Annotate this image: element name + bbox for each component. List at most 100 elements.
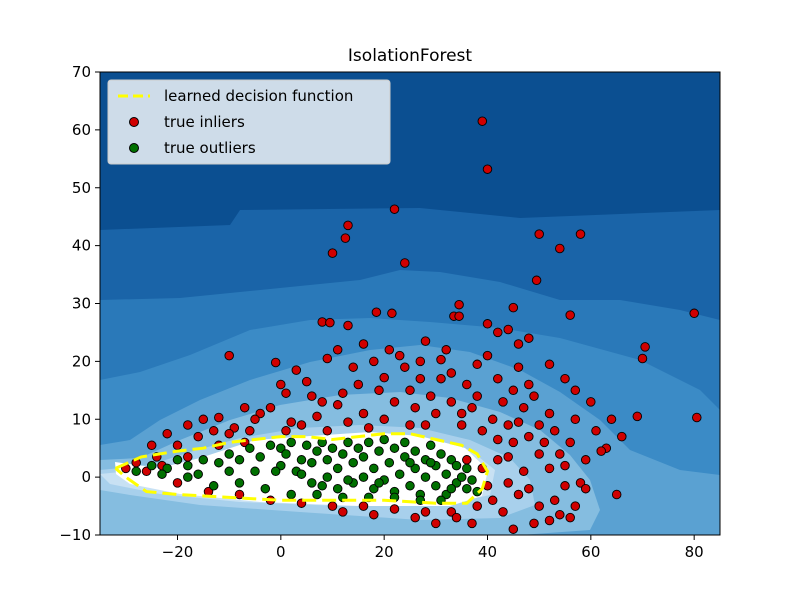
y-tick-label: 50 xyxy=(72,179,91,197)
inlier-point xyxy=(208,426,219,436)
inlier-point xyxy=(431,518,441,529)
y-tick-label: 60 xyxy=(72,121,91,139)
outlier-point xyxy=(456,472,467,482)
inlier-point xyxy=(586,397,596,407)
inlier-point xyxy=(529,518,539,529)
outlier-point xyxy=(425,440,436,451)
inlier-point xyxy=(327,248,338,258)
outliers-series xyxy=(131,434,482,506)
inlier-point xyxy=(281,388,291,398)
inlier-point xyxy=(477,426,488,436)
outlier-point xyxy=(446,455,457,465)
outlier-point xyxy=(224,449,234,459)
inlier-point xyxy=(531,275,542,286)
inlier-point xyxy=(482,319,493,329)
outlier-point xyxy=(146,460,157,471)
inlier-point xyxy=(456,420,467,430)
inlier-point xyxy=(692,412,702,423)
inlier-point xyxy=(425,391,436,401)
inlier-point xyxy=(239,402,250,413)
outlier-point xyxy=(400,452,410,462)
inlier-point xyxy=(363,423,374,433)
decision-boundary-line xyxy=(114,432,490,505)
outlier-point xyxy=(389,443,400,453)
inlier-point xyxy=(446,397,457,407)
outlier-point xyxy=(405,457,415,468)
inlier-point xyxy=(560,373,570,384)
inlier-point xyxy=(389,397,400,407)
inlier-point xyxy=(332,345,343,355)
inlier-point xyxy=(172,440,183,451)
inlier-point xyxy=(172,478,183,488)
inlier-point xyxy=(487,495,498,506)
inlier-point xyxy=(340,233,351,243)
outlier-point xyxy=(374,446,384,456)
outlier-point xyxy=(332,463,343,474)
outlier-point xyxy=(410,446,420,456)
inlier-point xyxy=(518,402,529,413)
inlier-point xyxy=(456,408,467,419)
inlier-point xyxy=(338,388,348,398)
inlier-point xyxy=(389,204,400,214)
outlier-point xyxy=(172,455,183,465)
inlier-point xyxy=(322,353,333,364)
inlier-point xyxy=(224,350,234,361)
outlier-point xyxy=(245,443,255,453)
inlier-point xyxy=(570,414,581,425)
inlier-point xyxy=(436,354,446,365)
y-axis: −10 0 10 20 30 40 50 60 70 xyxy=(59,63,100,544)
inlier-point xyxy=(276,379,286,390)
outlier-point xyxy=(348,457,358,468)
inlier-point xyxy=(400,362,410,372)
inlier-point xyxy=(400,258,410,268)
inlier-point xyxy=(640,342,650,352)
inlier-point xyxy=(462,379,472,390)
inlier-point xyxy=(596,446,606,456)
inlier-point xyxy=(565,437,575,448)
outlier-point xyxy=(436,449,446,459)
inlier-point xyxy=(565,512,575,523)
inlier-point xyxy=(325,317,335,328)
outlier-point xyxy=(400,437,410,448)
inlier-point xyxy=(472,391,482,401)
legend-label-decision-function: learned decision function xyxy=(164,87,353,105)
outlier-point xyxy=(384,457,395,468)
outlier-point xyxy=(394,469,405,479)
inlier-point xyxy=(508,302,519,313)
outlier-point xyxy=(358,472,369,482)
inlier-point xyxy=(451,512,462,523)
inlier-point xyxy=(498,507,508,517)
inlier-point xyxy=(549,426,560,436)
inlier-point xyxy=(632,411,643,422)
inlier-point xyxy=(472,359,482,370)
inlier-point xyxy=(234,489,245,500)
y-tick-label: 40 xyxy=(72,237,91,255)
inlier-point xyxy=(503,478,513,488)
legend: learned decision function true inliers t… xyxy=(107,79,391,165)
outlier-point xyxy=(369,463,379,474)
inlier-point xyxy=(250,414,260,425)
inlier-point xyxy=(358,339,369,349)
outlier-point xyxy=(198,455,209,465)
inlier-point xyxy=(245,426,255,436)
inlier-point xyxy=(637,353,648,364)
outlier-point xyxy=(250,466,260,477)
inlier-point xyxy=(369,509,379,520)
inlier-point xyxy=(462,455,472,465)
inlier-point xyxy=(410,512,420,523)
inlier-point xyxy=(555,449,565,459)
inlier-point xyxy=(183,420,193,430)
outlier-point xyxy=(131,466,141,477)
x-tick-label: 40 xyxy=(478,543,497,561)
inlier-point xyxy=(441,345,451,355)
inlier-point xyxy=(317,397,327,407)
inlier-point xyxy=(493,373,503,384)
inlier-point xyxy=(353,379,364,390)
inlier-point xyxy=(338,507,348,517)
inlier-point xyxy=(498,397,508,407)
inlier-point xyxy=(575,478,586,488)
inlier-point xyxy=(513,417,524,427)
outlier-point xyxy=(431,481,441,491)
outlier-point xyxy=(327,443,338,453)
